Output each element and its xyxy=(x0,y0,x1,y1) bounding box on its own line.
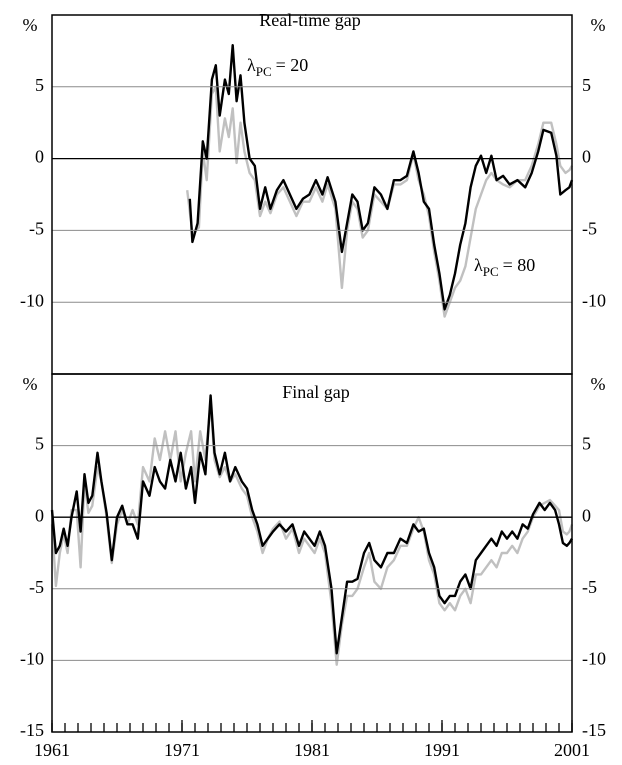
y-unit-label: % xyxy=(23,15,38,35)
y-tick-label: 0 xyxy=(582,147,591,167)
series-line xyxy=(50,401,574,666)
panel-title: Real-time gap xyxy=(259,10,360,30)
y-tick-label: -10 xyxy=(20,290,44,310)
y-tick-label: -15 xyxy=(20,720,44,740)
annotation-text: = 20 xyxy=(276,55,309,75)
x-tick-label: 1991 xyxy=(424,740,460,760)
y-tick-label: 0 xyxy=(582,505,591,525)
y-tick-label: -5 xyxy=(582,219,597,239)
y-tick-label: 0 xyxy=(35,147,44,167)
annotation: λPC = 20 xyxy=(247,55,308,79)
series-line xyxy=(50,394,574,655)
annotation-subscript: PC xyxy=(256,64,272,79)
y-tick-label: 5 xyxy=(582,434,591,454)
x-tick-label: 2001 xyxy=(554,740,590,760)
panel-title: Final gap xyxy=(282,382,350,402)
y-tick-label: -15 xyxy=(582,720,606,740)
x-tick-label: 1971 xyxy=(164,740,200,760)
y-unit-label: % xyxy=(591,15,606,35)
y-tick-label: -5 xyxy=(582,577,597,597)
annotation-text: = 80 xyxy=(503,255,536,275)
y-tick-label: 5 xyxy=(35,75,44,95)
y-unit-label: % xyxy=(591,374,606,394)
series-line xyxy=(186,85,574,318)
x-tick-label: 1981 xyxy=(294,740,330,760)
y-tick-label: -5 xyxy=(29,219,44,239)
annotation-subscript: PC xyxy=(483,264,499,279)
y-tick-label: 5 xyxy=(35,434,44,454)
y-tick-label: -10 xyxy=(582,649,606,669)
annotation: λPC = 80 xyxy=(474,255,535,279)
y-tick-label: 5 xyxy=(582,75,591,95)
y-tick-label: -10 xyxy=(20,649,44,669)
x-tick-label: 1961 xyxy=(34,740,70,760)
y-unit-label: % xyxy=(23,374,38,394)
panel-frame xyxy=(51,373,573,733)
annotation-symbol: λ xyxy=(247,55,256,75)
annotation-symbol: λ xyxy=(474,255,483,275)
y-tick-label: -5 xyxy=(29,577,44,597)
y-tick-label: 0 xyxy=(35,505,44,525)
panel: % % 5 5 0 0 -5 -5 -10 -10 xyxy=(20,14,606,375)
y-tick-label: -10 xyxy=(582,290,606,310)
series-line xyxy=(188,43,574,311)
